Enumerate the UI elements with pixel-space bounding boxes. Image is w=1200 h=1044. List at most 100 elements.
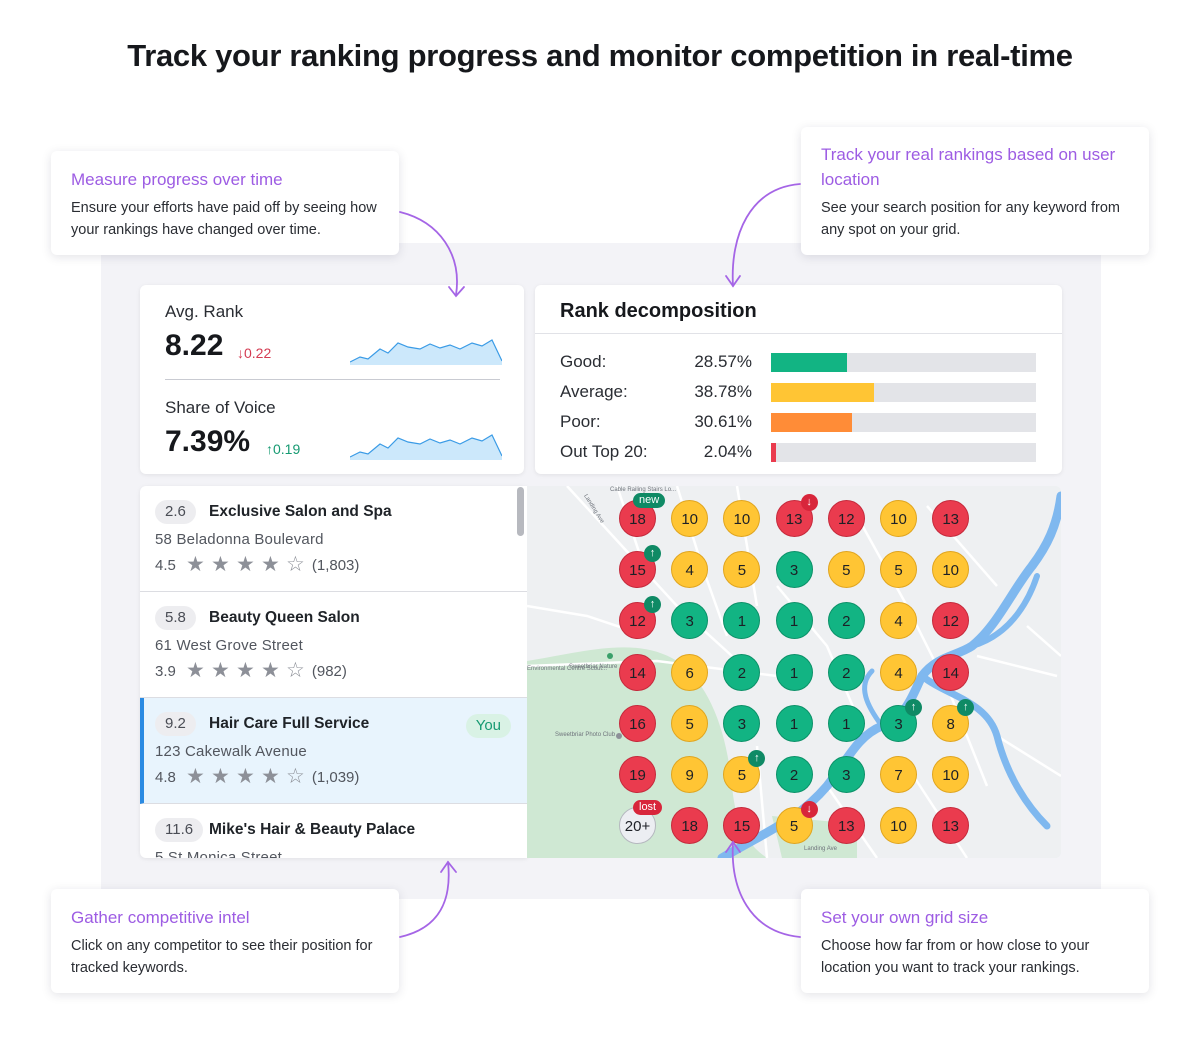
avg-rank-pill: 5.8 xyxy=(155,606,196,630)
arrow-down-icon: ↓ xyxy=(800,494,818,511)
grid-rank-point[interactable]: 3 xyxy=(775,551,813,589)
ranking-grid-map[interactable]: Cable Railing Stairs Lo... Landing Ave S… xyxy=(527,486,1061,858)
metrics-card: Avg. Rank 8.22 ↓0.22 Share of Voice 7.39… xyxy=(140,285,524,474)
map-label: Landing Ave xyxy=(804,846,837,852)
metrics-divider xyxy=(165,379,500,380)
competitor-name: Mike's Hair & Beauty Palace xyxy=(209,821,416,838)
competitor-item[interactable]: 5.8 Beauty Queen Salon 61 West Grove Stree… xyxy=(140,592,527,698)
arrow-up-icon: ↑ xyxy=(644,545,661,563)
grid-rank-point[interactable]: 12 xyxy=(619,602,656,640)
grid-rank-point[interactable]: 5 xyxy=(880,551,917,589)
competitor-item[interactable]: 9.2 Hair Care Full Service 123 Cakewalk Av… xyxy=(140,698,527,804)
competitor-item[interactable]: 11.6 Mike's Hair & Beauty Palace 5 St Moni… xyxy=(140,804,527,858)
grid-rank-point[interactable]: 14 xyxy=(932,653,970,691)
grid-rank-point[interactable]: 10 xyxy=(723,500,761,537)
grid-rank-point[interactable]: 14 xyxy=(619,653,656,691)
rating-stars: ★ ★ ★ ★ ☆ xyxy=(183,765,308,788)
star-icon: ★ xyxy=(210,765,230,788)
rating-value: 4.8 xyxy=(155,768,176,786)
avg-rank-value: 8.22 xyxy=(165,329,224,362)
arrow-up-icon: ↑ xyxy=(957,698,975,716)
avg-rank-pill: 2.6 xyxy=(155,500,196,524)
rating-value: 3.9 xyxy=(155,662,176,680)
review-count: (1,039) xyxy=(311,768,360,786)
rating-stars: ★ ★ ★ ★ ☆ xyxy=(183,659,308,682)
grid-rank-point[interactable]: 10 xyxy=(880,500,917,537)
share-of-voice-delta: ↑0.19 xyxy=(266,441,301,457)
grid-rank-point[interactable]: 16 xyxy=(619,704,656,742)
competitor-address: 58 Beladonna Boulevard xyxy=(155,531,324,548)
list-scrollbar[interactable] xyxy=(517,487,524,536)
grid-rank-point[interactable]: 1 xyxy=(827,704,865,742)
star-icon: ☆ xyxy=(285,765,305,788)
rank-decomposition-row: Average: 38.78% xyxy=(535,379,1062,405)
grid-rank-point[interactable]: 18 xyxy=(671,807,709,845)
grid-rank-point[interactable]: 5 xyxy=(671,704,709,742)
grid-rank-point[interactable]: 7 xyxy=(880,756,917,793)
grid-rank-point[interactable]: 2 xyxy=(827,653,865,691)
callout-title: Gather competitive intel xyxy=(71,908,250,927)
rank-category-bar-track xyxy=(771,353,1036,372)
grid-rank-point[interactable]: 3 xyxy=(723,704,761,742)
grid-rank-point[interactable]: 3 xyxy=(827,756,865,793)
grid-rank-point[interactable]: 13 xyxy=(932,500,970,537)
competitor-list[interactable]: 2.6 Exclusive Salon and Spa 58 Beladonna B… xyxy=(140,486,527,858)
grid-rank-point[interactable]: 12 xyxy=(827,500,865,537)
grid-rank-point[interactable]: 1 xyxy=(775,602,813,640)
callout-body: Choose how far from or how close to your… xyxy=(821,938,1090,976)
rank-category-bar-track xyxy=(771,443,1036,462)
rank-category-percent: 38.78% xyxy=(694,382,752,401)
star-icon: ★ xyxy=(185,765,205,788)
star-icon: ★ xyxy=(235,553,255,576)
grid-rank-point[interactable]: 19 xyxy=(619,756,656,793)
rank-category-bar-track xyxy=(771,383,1036,402)
competitor-rating: 3.9 ★ ★ ★ ★ ☆ (982) xyxy=(155,659,347,682)
rank-category-label: Poor: xyxy=(560,412,601,431)
rank-category-percent: 28.57% xyxy=(694,352,752,371)
competitor-address: 5 St Monica Street xyxy=(155,849,282,858)
grid-rank-point[interactable]: 2 xyxy=(775,756,813,793)
grid-rank-point[interactable]: 3 xyxy=(671,602,709,640)
grid-rank-point[interactable]: 9 xyxy=(671,756,709,793)
rating-stars: ★ ★ ★ ★ ☆ xyxy=(183,553,308,576)
grid-rank-point[interactable]: 4 xyxy=(880,602,917,640)
grid-rank-point[interactable]: 2 xyxy=(723,653,761,691)
competitor-item[interactable]: 2.6 Exclusive Salon and Spa 58 Beladonna B… xyxy=(140,486,527,592)
rating-value: 4.5 xyxy=(155,556,176,574)
grid-rank-point[interactable]: 13 xyxy=(932,807,970,845)
grid-rank-point[interactable]: 2 xyxy=(827,602,865,640)
grid-rank-point[interactable]: 10 xyxy=(671,500,709,537)
grid-rank-point[interactable]: 1 xyxy=(775,704,813,742)
grid-rank-point[interactable]: 5 xyxy=(827,551,865,589)
map-label: Sweetbriar Photo Club xyxy=(555,732,616,738)
grid-rank-point[interactable]: 5 xyxy=(723,551,761,589)
grid-rank-point[interactable]: 10 xyxy=(932,756,970,793)
grid-rank-point[interactable]: 8 xyxy=(932,704,970,742)
you-badge: You xyxy=(465,714,511,738)
grid-rank-point[interactable]: 12 xyxy=(932,602,970,640)
arrow-down-icon: ↓ xyxy=(800,801,818,819)
star-icon: ★ xyxy=(260,659,280,682)
review-count: (1,803) xyxy=(311,556,360,574)
rank-category-percent: 30.61% xyxy=(694,412,752,431)
grid-rank-point[interactable]: 6 xyxy=(671,653,709,691)
rank-decomposition-card: Rank decomposition Good: 28.57% Average: 38… xyxy=(535,285,1062,474)
grid-rank-point[interactable]: 10 xyxy=(880,807,917,845)
grid-rank-point[interactable]: 1 xyxy=(723,602,761,640)
avg-rank-sparkline xyxy=(350,339,502,365)
grid-rank-point[interactable]: 1 xyxy=(775,653,813,691)
competitor-name: Hair Care Full Service xyxy=(209,715,370,732)
grid-rank-point[interactable]: 13 xyxy=(827,807,865,845)
star-icon: ★ xyxy=(260,765,280,788)
callout-title: Set your own grid size xyxy=(821,908,989,927)
callout-body: Click on any competitor to see their pos… xyxy=(71,938,373,976)
star-icon: ★ xyxy=(210,553,230,576)
share-of-voice-label: Share of Voice xyxy=(165,398,276,417)
grid-rank-point[interactable]: 5 xyxy=(723,756,761,793)
grid-rank-point[interactable]: 10 xyxy=(932,551,970,589)
grid-rank-point[interactable]: 4 xyxy=(671,551,709,589)
grid-rank-point[interactable]: 4 xyxy=(880,653,917,691)
grid-rank-point[interactable]: 15 xyxy=(723,807,761,845)
callout-body: See your search position for any keyword… xyxy=(821,200,1120,238)
review-count: (982) xyxy=(311,662,347,680)
